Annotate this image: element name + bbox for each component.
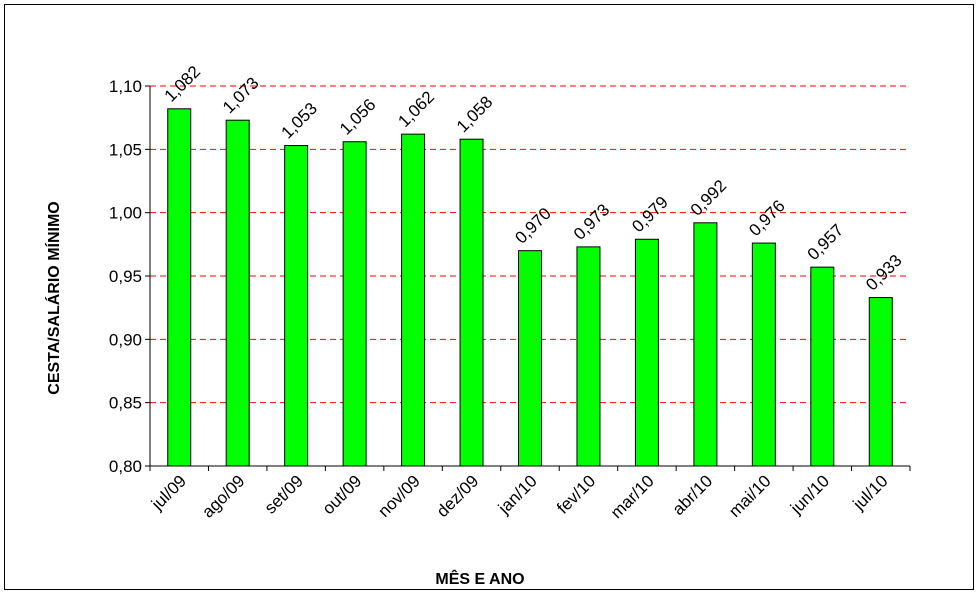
x-tick-label: mai/10 [725, 471, 775, 521]
y-tick-label: 0,90 [109, 330, 142, 349]
data-label: 0,979 [628, 193, 672, 237]
data-label: 1,053 [278, 99, 322, 143]
data-label: 0,973 [570, 200, 614, 244]
data-label: 0,970 [511, 204, 555, 248]
y-axis-title: CESTA/SALÁRIO MÍNIMO [44, 201, 63, 394]
y-tick-label: 0,80 [109, 457, 142, 476]
data-label: 1,062 [394, 87, 438, 131]
data-label: 1,082 [161, 62, 205, 106]
x-tick-label: set/09 [261, 471, 307, 517]
bar [576, 246, 601, 467]
x-tick-label: dez/09 [433, 471, 483, 521]
y-tick-label: 0,85 [109, 394, 142, 413]
data-label: 1,073 [219, 74, 263, 118]
bar [751, 242, 776, 467]
bar [634, 238, 659, 467]
bar [518, 250, 542, 467]
x-tick-label: jul/10 [849, 471, 892, 514]
bars [167, 108, 893, 467]
data-label: 0,957 [804, 220, 848, 264]
y-tick-label: 0,95 [109, 267, 142, 286]
x-tick-label: mar/10 [607, 471, 658, 522]
x-tick-label: ago/09 [198, 471, 248, 521]
bar [459, 138, 484, 467]
x-tick-label: jul/09 [147, 471, 190, 514]
x-tick-label: out/09 [319, 471, 366, 518]
x-axis-title: MÊS E ANO [435, 569, 524, 588]
y-tick-label: 1,10 [109, 77, 142, 96]
data-label: 0,976 [745, 196, 789, 240]
bar [401, 133, 426, 467]
bar [342, 141, 367, 467]
bar [284, 145, 309, 467]
bar [868, 297, 893, 467]
data-label: 0,933 [862, 251, 906, 295]
x-tick-label: abr/10 [669, 471, 717, 519]
x-tick-label: jan/10 [494, 471, 541, 518]
x-tick-label: jun/10 [786, 471, 833, 518]
bar [167, 108, 192, 467]
bar [693, 222, 718, 467]
y-tick-label: 1,00 [109, 204, 142, 223]
x-tick-label: fev/10 [553, 471, 599, 517]
bar [225, 119, 250, 467]
data-label: 1,056 [336, 95, 380, 139]
x-tick-label: nov/09 [374, 471, 424, 521]
bar [810, 266, 835, 467]
y-tick-label: 1,05 [109, 140, 142, 159]
data-label: 1,058 [453, 93, 497, 137]
